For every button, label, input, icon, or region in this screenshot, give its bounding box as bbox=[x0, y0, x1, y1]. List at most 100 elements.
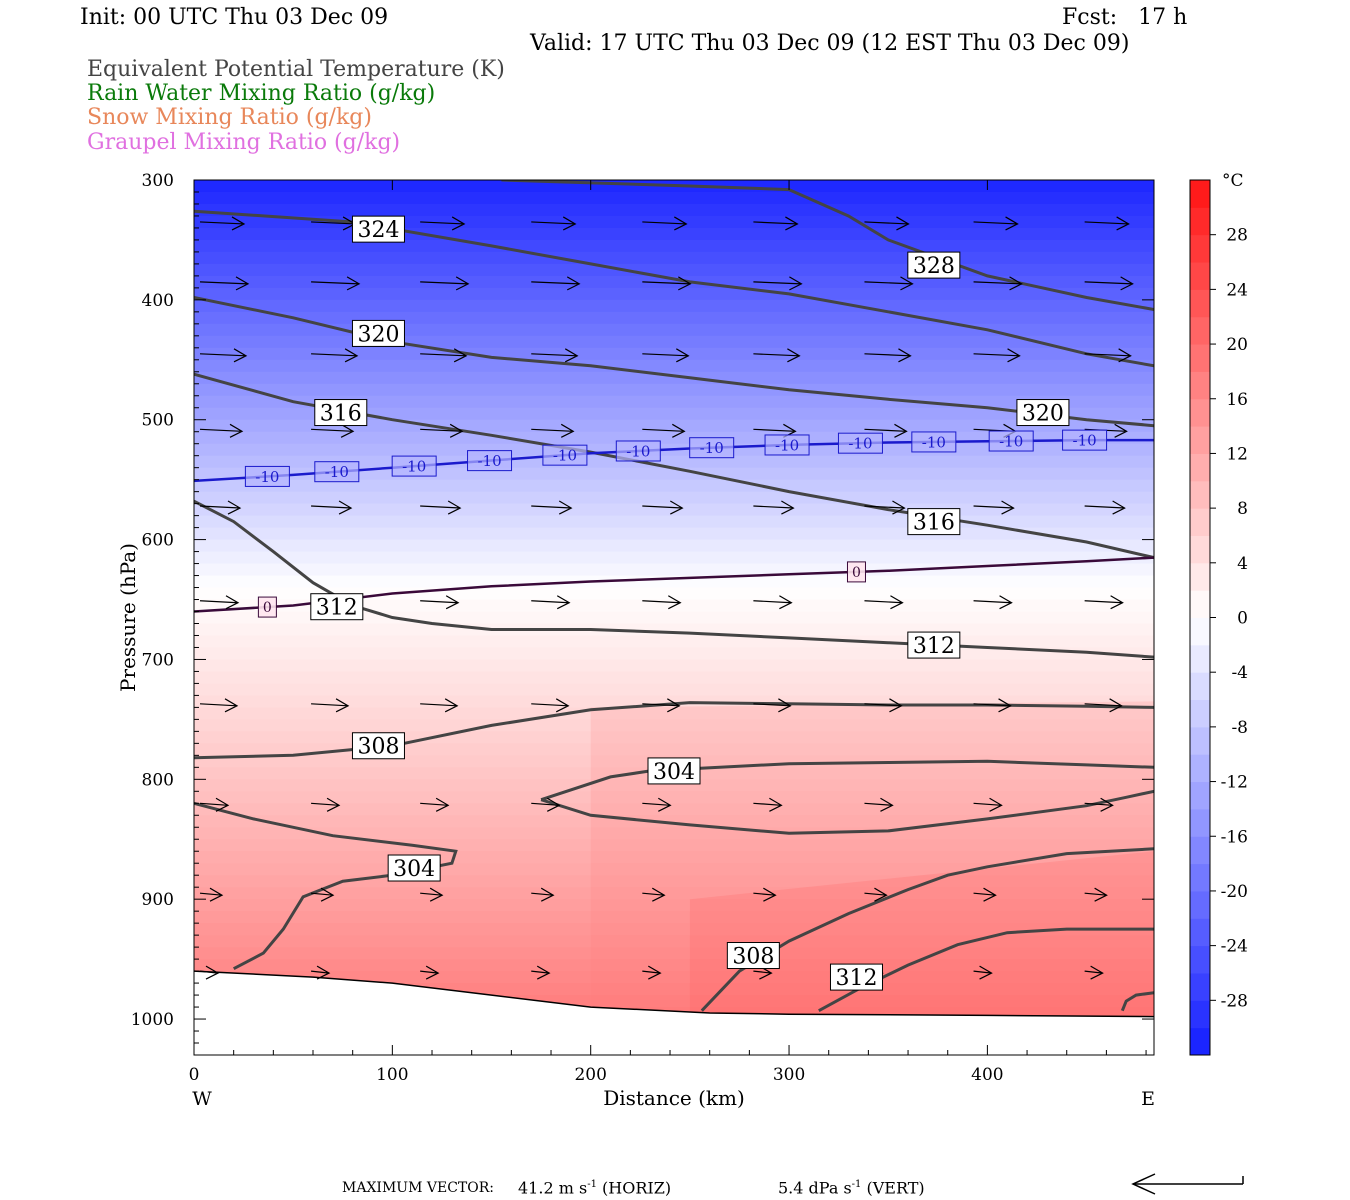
colorbar-swatch bbox=[1190, 863, 1210, 892]
y-tick-label: 500 bbox=[142, 411, 174, 431]
vert-value: 5.4 dPa s bbox=[778, 1178, 852, 1198]
temperature-label: -10 bbox=[689, 437, 735, 459]
wind-vector bbox=[753, 500, 795, 515]
colorbar-tick-label: 28 bbox=[1226, 226, 1248, 246]
colorbar-swatch bbox=[1190, 726, 1210, 755]
y-tick-label: 400 bbox=[142, 291, 174, 311]
theta-e-label-box bbox=[314, 399, 368, 427]
colorbar-swatch bbox=[1190, 289, 1210, 318]
max-vector-vert: 5.4 dPa s-1 (VERT) bbox=[778, 1173, 925, 1200]
wind-vector bbox=[311, 698, 350, 713]
theta-e-label: 316 bbox=[314, 399, 368, 427]
west-label: W bbox=[192, 1088, 212, 1110]
theta-e-label: 312 bbox=[310, 593, 364, 621]
theta-e-label-text: 320 bbox=[1022, 401, 1064, 426]
wind-vector bbox=[973, 500, 1015, 515]
wind-vector bbox=[311, 797, 341, 812]
colorbar-swatch bbox=[1190, 508, 1210, 536]
legend-snow: Snow Mixing Ratio (g/kg) bbox=[87, 105, 372, 130]
theta-e-label-text: 312 bbox=[316, 596, 358, 621]
temperature-band bbox=[194, 359, 1154, 373]
wind-vector bbox=[864, 216, 910, 231]
colorbar-tick-label: -20 bbox=[1221, 882, 1248, 902]
wind-vector bbox=[864, 698, 903, 713]
temperature-label-text: -10 bbox=[775, 436, 799, 454]
colorbar-tick-label: -4 bbox=[1231, 663, 1248, 683]
temperature-band bbox=[194, 947, 1154, 960]
temperature-label-box bbox=[911, 431, 957, 453]
temperature-band bbox=[194, 575, 1154, 589]
temperature-label: -10 bbox=[615, 440, 661, 462]
wind-vector bbox=[864, 348, 912, 363]
wind-vector bbox=[642, 216, 688, 231]
temperature-band bbox=[194, 275, 1154, 289]
temperature-band bbox=[194, 671, 1154, 685]
wind-vector bbox=[311, 887, 335, 902]
temperature-band bbox=[194, 971, 1154, 984]
wind-vector bbox=[642, 500, 684, 515]
wind-vector bbox=[1084, 595, 1124, 610]
temperature-band bbox=[194, 911, 1154, 924]
temperature-label: -10 bbox=[837, 432, 883, 454]
colorbar-tick-label: 20 bbox=[1226, 335, 1248, 355]
temperature-band bbox=[194, 635, 1154, 649]
theta-e-label: 312 bbox=[829, 963, 883, 991]
colorbar-swatch bbox=[1190, 480, 1210, 509]
wind-vector bbox=[864, 423, 908, 438]
colorbar-swatch bbox=[1190, 644, 1210, 673]
x-tick-label: 200 bbox=[574, 1065, 606, 1085]
colorbar-swatch bbox=[1190, 344, 1210, 372]
temperature-label-text: -10 bbox=[477, 452, 501, 470]
temperature-band bbox=[194, 407, 1154, 421]
wind-vector bbox=[1084, 348, 1132, 363]
theta-e-label-text: 328 bbox=[913, 254, 955, 279]
wind-vector bbox=[199, 216, 246, 231]
legend-rain: Rain Water Mixing Ratio (g/kg) bbox=[87, 81, 436, 106]
temperature-band bbox=[194, 479, 1154, 493]
colorbar-swatch bbox=[1190, 590, 1210, 618]
wind-vector bbox=[420, 698, 459, 713]
wind-vector bbox=[973, 276, 1023, 291]
horiz-value: 41.2 m s bbox=[518, 1178, 588, 1198]
colorbar-tick-label: -16 bbox=[1221, 827, 1248, 847]
wind-vector bbox=[199, 887, 224, 902]
wind-vector bbox=[973, 348, 1021, 363]
theta-e-label-text: 320 bbox=[357, 322, 399, 347]
wind-vector bbox=[864, 797, 894, 812]
temperature-band bbox=[194, 923, 1154, 936]
wind-vector bbox=[753, 216, 799, 231]
wind-vector bbox=[199, 595, 240, 610]
wind-vector bbox=[642, 887, 666, 902]
temperature-band bbox=[194, 335, 1154, 349]
wind-vector bbox=[642, 423, 686, 438]
colorbar-swatch bbox=[1190, 180, 1210, 208]
wind-vector bbox=[642, 276, 692, 291]
theta-e-label-text: 304 bbox=[653, 760, 695, 785]
temperature-band bbox=[194, 791, 1154, 804]
temperature-label-text: -10 bbox=[922, 433, 946, 451]
wind-vector bbox=[420, 348, 468, 363]
init-time: Init: 00 UTC Thu 03 Dec 09 bbox=[80, 5, 389, 30]
wind-vector bbox=[420, 887, 444, 902]
wind-vector bbox=[1084, 276, 1134, 291]
colorbar-tick-label: 12 bbox=[1226, 444, 1248, 464]
wind-vector bbox=[531, 276, 581, 291]
temperature-band bbox=[194, 731, 1154, 744]
colorbar-swatch bbox=[1190, 972, 1210, 1001]
temperature-label-text: 0 bbox=[852, 565, 861, 581]
vert-unit: (VERT) bbox=[861, 1178, 925, 1198]
temperature-band bbox=[194, 899, 1154, 912]
temperature-label-text: -10 bbox=[1073, 432, 1097, 450]
wind-vector bbox=[199, 965, 220, 980]
x-tick-label: 0 bbox=[189, 1065, 200, 1085]
temperature-label-text: -10 bbox=[700, 439, 724, 457]
wind-vector bbox=[973, 965, 993, 980]
horiz-exp: -1 bbox=[587, 1179, 597, 1190]
theta-e-contour-304 bbox=[540, 759, 1154, 802]
wind-vector bbox=[1084, 797, 1114, 812]
wind-vector bbox=[531, 216, 577, 231]
colorbar-tick-label: 24 bbox=[1226, 280, 1248, 300]
theta-e-contour-312 bbox=[1120, 991, 1154, 1012]
temperature-band bbox=[194, 935, 1154, 948]
